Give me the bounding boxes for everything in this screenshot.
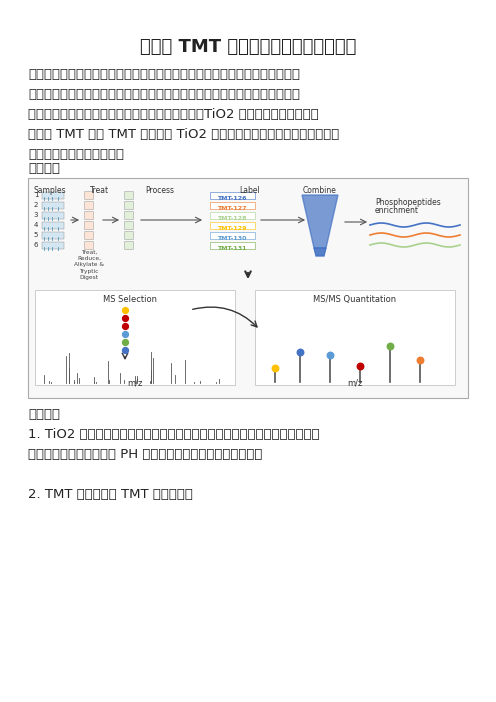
Text: 富集出来。目前磷酸化肽段的富集方式有很多种，TiO2 是其中最成熟的一种。: 富集出来。目前磷酸化肽段的富集方式有很多种，TiO2 是其中最成熟的一种。	[28, 108, 319, 121]
FancyBboxPatch shape	[124, 232, 133, 239]
FancyBboxPatch shape	[210, 232, 255, 239]
Text: 4: 4	[34, 222, 38, 228]
FancyBboxPatch shape	[210, 222, 255, 228]
Text: Process: Process	[145, 186, 175, 195]
Text: TMT-126: TMT-126	[217, 195, 247, 201]
Point	[121, 336, 129, 347]
Text: 6: 6	[34, 242, 38, 248]
Text: 磷酸化是生物体内重要的蛋白质修饰种类，与酶活性、信号传导等多种极为重: 磷酸化是生物体内重要的蛋白质修饰种类，与酶活性、信号传导等多种极为重	[28, 68, 300, 81]
Point	[386, 340, 394, 352]
FancyBboxPatch shape	[124, 201, 133, 209]
FancyBboxPatch shape	[42, 242, 64, 249]
FancyBboxPatch shape	[210, 212, 255, 218]
Text: 2. TMT 定量原理见 TMT 宣传页面。: 2. TMT 定量原理见 TMT 宣传页面。	[28, 488, 193, 501]
FancyBboxPatch shape	[42, 192, 64, 199]
Text: MS/MS Quantitation: MS/MS Quantitation	[313, 295, 397, 304]
Point	[356, 360, 364, 371]
Text: 5: 5	[34, 232, 38, 238]
Text: 2: 2	[34, 202, 38, 208]
FancyBboxPatch shape	[84, 222, 94, 230]
Text: 磷酸化 TMT 是将 TMT 技术以及 TiO2 对磷酸化肽段的亲和力联合起来，对: 磷酸化 TMT 是将 TMT 技术以及 TiO2 对磷酸化肽段的亲和力联合起来，…	[28, 128, 339, 141]
FancyBboxPatch shape	[210, 242, 255, 249]
Point	[271, 363, 279, 374]
Text: TMT-131: TMT-131	[217, 246, 247, 251]
Text: 技术流程: 技术流程	[28, 162, 60, 175]
FancyBboxPatch shape	[84, 192, 94, 199]
FancyBboxPatch shape	[28, 178, 468, 398]
Point	[121, 305, 129, 316]
Text: 磷酸化 TMT 蛋白组学的具体步骤及方法: 磷酸化 TMT 蛋白组学的具体步骤及方法	[140, 38, 356, 56]
Text: Samples: Samples	[34, 186, 66, 195]
Text: Treat: Treat	[90, 186, 110, 195]
Point	[121, 320, 129, 331]
Text: Phosphopeptides: Phosphopeptides	[375, 198, 441, 207]
Text: TMT-127: TMT-127	[217, 206, 247, 211]
Text: MS Selection: MS Selection	[103, 295, 157, 304]
Polygon shape	[314, 248, 326, 256]
FancyBboxPatch shape	[42, 212, 64, 219]
Text: m/z: m/z	[347, 378, 363, 387]
Text: m/z: m/z	[127, 378, 143, 387]
FancyBboxPatch shape	[84, 241, 94, 249]
Text: Combine: Combine	[303, 186, 337, 195]
FancyBboxPatch shape	[42, 232, 64, 239]
Text: TMT-129: TMT-129	[217, 225, 247, 230]
Text: 1. TiO2 在酸性条件下与磷酸化肽段具有强亲和力，碱性条件下又可将磷酸化: 1. TiO2 在酸性条件下与磷酸化肽段具有强亲和力，碱性条件下又可将磷酸化	[28, 428, 319, 441]
FancyBboxPatch shape	[84, 211, 94, 220]
FancyBboxPatch shape	[210, 202, 255, 208]
Text: enrichment: enrichment	[375, 206, 419, 215]
FancyBboxPatch shape	[84, 232, 94, 239]
Text: 1: 1	[34, 192, 38, 198]
FancyBboxPatch shape	[210, 192, 255, 199]
Point	[296, 346, 304, 357]
FancyBboxPatch shape	[124, 211, 133, 220]
Point	[416, 355, 424, 366]
FancyBboxPatch shape	[84, 201, 94, 209]
Text: Treat,
Reduce,
Alkylate &
Tryptic
Digest: Treat, Reduce, Alkylate & Tryptic Digest	[74, 250, 104, 280]
Point	[121, 312, 129, 324]
Text: TMT-130: TMT-130	[217, 235, 247, 241]
Text: 要的生物过程相关。因为含量很低，磷酸化信号大规模分析前一般需要先将其: 要的生物过程相关。因为含量很低，磷酸化信号大规模分析前一般需要先将其	[28, 88, 300, 101]
Point	[326, 349, 334, 360]
Text: Label: Label	[240, 186, 260, 195]
Text: TMT-128: TMT-128	[217, 216, 247, 220]
Text: 技术原理: 技术原理	[28, 408, 60, 421]
Text: 磷酸化肽段进行定量分析。: 磷酸化肽段进行定量分析。	[28, 148, 124, 161]
FancyBboxPatch shape	[42, 222, 64, 229]
FancyBboxPatch shape	[42, 202, 64, 209]
Text: 3: 3	[34, 212, 38, 218]
FancyBboxPatch shape	[124, 192, 133, 199]
FancyBboxPatch shape	[35, 290, 235, 385]
FancyBboxPatch shape	[124, 222, 133, 230]
FancyBboxPatch shape	[255, 290, 455, 385]
Point	[121, 345, 129, 356]
FancyBboxPatch shape	[124, 241, 133, 249]
Point	[121, 329, 129, 340]
Polygon shape	[302, 195, 338, 248]
Text: 肽段洗脱，从而通过调节 PH 而将磷酸化肽段富集并洗脱下来；: 肽段洗脱，从而通过调节 PH 而将磷酸化肽段富集并洗脱下来；	[28, 448, 262, 461]
